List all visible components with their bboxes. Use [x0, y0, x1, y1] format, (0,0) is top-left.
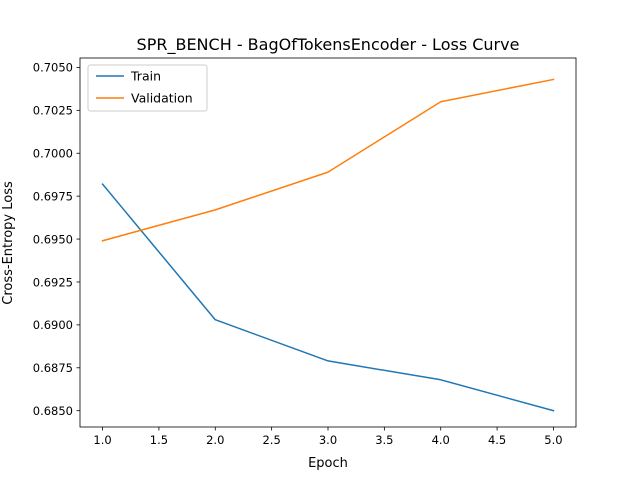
series-line-train	[101, 183, 555, 412]
x-tick-label: 3.0	[319, 433, 337, 447]
y-tick-label: 0.6875	[33, 361, 73, 375]
chart-title: SPR_BENCH - BagOfTokensEncoder - Loss Cu…	[137, 35, 520, 55]
x-tick-label: 1.5	[150, 433, 168, 447]
legend-label-train: Train	[130, 69, 161, 84]
series-line-validation	[101, 78, 555, 242]
y-tick-label: 0.6900	[33, 318, 73, 332]
x-tick-label: 4.5	[488, 433, 506, 447]
legend: Train Validation	[87, 64, 208, 112]
y-tick-label: 0.7050	[33, 61, 73, 75]
x-tick-label: 3.5	[375, 433, 393, 447]
y-tick-label: 0.6925	[33, 275, 73, 289]
y-tick-label: 0.6850	[33, 404, 73, 418]
y-tick-label: 0.6950	[33, 232, 73, 246]
x-tick-label: 1.0	[93, 433, 111, 447]
x-tick-label: 2.5	[262, 433, 280, 447]
y-axis-label: Cross-Entropy Loss	[1, 181, 16, 305]
legend-label-validation: Validation	[131, 91, 193, 106]
plot-area: 1.0 1.5 2.0 2.5 3.0 3.5 4.0 4.5 5.0 0.6850 0.6875 0…	[33, 57, 577, 447]
x-tick-label: 2.0	[206, 433, 224, 447]
x-tick-label: 4.0	[432, 433, 450, 447]
x-tick-label: 5.0	[544, 433, 562, 447]
y-tick-label: 0.6975	[33, 189, 73, 203]
y-tick-label: 0.7000	[33, 147, 73, 161]
x-axis-label: Epoch	[308, 456, 348, 471]
y-tick-label: 0.7025	[33, 104, 73, 118]
